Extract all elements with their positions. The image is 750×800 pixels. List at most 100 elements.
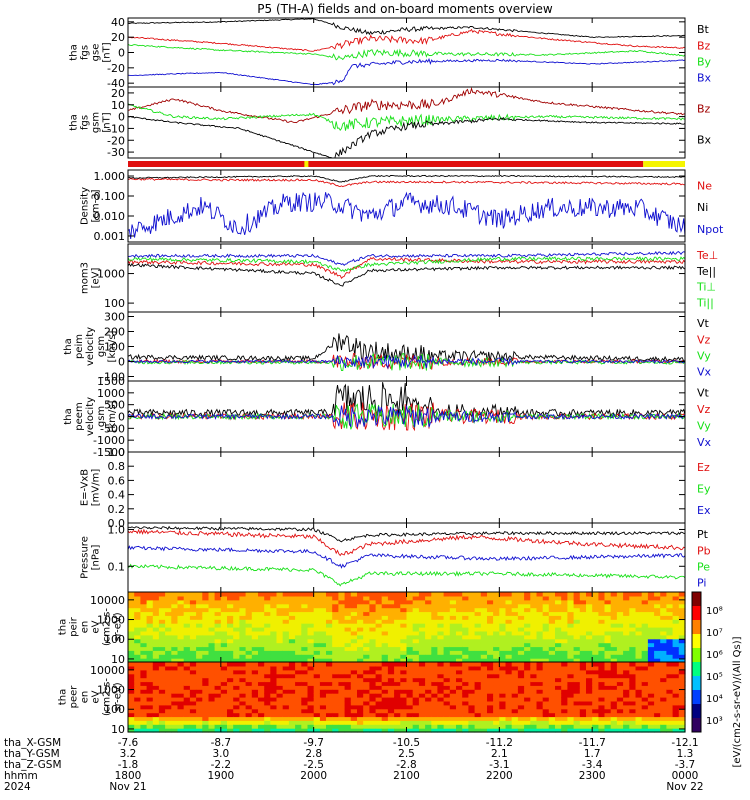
series-by xyxy=(127,103,686,132)
panel-peim-velocity: 300 200 100 0 -100 thapeimvelocitygsm[km/s] Vt… xyxy=(63,311,712,384)
y-axis-label: Density[cm-3] xyxy=(80,187,102,225)
legend-entry: Bx xyxy=(697,71,712,84)
legend-entry: Ti⊥ xyxy=(696,281,716,294)
series-bz xyxy=(127,28,686,52)
series-by xyxy=(127,43,686,61)
y-tick-label: 0.6 xyxy=(108,474,126,487)
y-tick-label: -40 xyxy=(107,77,125,90)
legend-entry: Vx xyxy=(697,365,712,378)
y-tick-label: 0.2 xyxy=(108,503,126,516)
panel-peer-spectrogram: 10000 1000 100 10 thapeereneV(cm2-s-sr-eV) xyxy=(58,661,686,736)
series-npot xyxy=(127,191,686,239)
x-axis-row-label: hhmm xyxy=(4,770,38,782)
legend-entry: Pt xyxy=(697,528,709,541)
y-tick-label: 1.0 xyxy=(108,523,126,536)
y-tick-label: -10 xyxy=(107,122,125,135)
series-tepar xyxy=(127,262,686,287)
legend-entry: Pi xyxy=(697,576,706,589)
colorbar-tick-label: 10⁵ xyxy=(706,672,723,683)
y-tick-label: -30 xyxy=(107,146,125,159)
y-axis-label: Pressure[nPa] xyxy=(80,536,102,579)
y-tick-label: 1000 xyxy=(97,268,125,281)
legend-entry: Ez xyxy=(697,461,710,474)
x-tick-label: -11.7 xyxy=(579,737,606,749)
x-tick-label: 2.5 xyxy=(398,748,415,760)
y-axis-label: thafgsgse[nT] xyxy=(69,42,113,62)
series-pi xyxy=(127,545,686,569)
legend-entry: Pb xyxy=(697,544,711,557)
x-tick-label: -10.5 xyxy=(393,737,420,749)
x-tick-label: 1.7 xyxy=(584,748,601,760)
y-tick-label: 10 xyxy=(111,653,125,666)
x-axis-row-label: 2024 xyxy=(4,781,31,793)
y-tick-label: 10000 xyxy=(90,594,125,607)
legend-entry: Vy xyxy=(697,349,711,362)
x-tick-label: 3.2 xyxy=(120,748,137,760)
series-vz xyxy=(127,402,686,432)
y-tick-label: 0.0 xyxy=(108,517,126,530)
y-tick-label: 40 xyxy=(111,16,125,29)
y-tick-label: 1.000 xyxy=(94,170,126,183)
colorbar: 10⁸ 10⁷ 10⁶ 10⁵ 10⁴ 10³ [eV/(cm2-s-sr-eV)/(All… xyxy=(691,591,743,768)
series-bz xyxy=(128,87,686,124)
panel-fgs-gse: 40 20 0 -20 -40 thafgsgse[nT] Bt Bz By Bx xyxy=(69,16,712,90)
y-tick-label: 300 xyxy=(104,311,125,324)
y-tick-label: 0.1 xyxy=(108,560,126,573)
series-ne xyxy=(127,177,686,188)
panel-frame xyxy=(127,451,686,524)
x-tick-label: -2.2 xyxy=(211,759,232,771)
series-tipar xyxy=(127,250,686,266)
legend-entry: Ey xyxy=(697,483,711,496)
y-axis-label: thapeereneV(cm2-s-sr-eV) xyxy=(58,678,124,716)
x-tick-label: -11.2 xyxy=(486,737,513,749)
panel-pressure: 1.0 0.1 Pressure[nPa] Pt Pb Pe Pi xyxy=(80,522,711,593)
colorbar-tick-label: 10⁶ xyxy=(706,650,723,661)
x-tick-label: 2.8 xyxy=(305,748,322,760)
x-tick-label: 0000 xyxy=(672,770,699,782)
x-tick-label: 1900 xyxy=(207,770,234,782)
legend-entry: Te|| xyxy=(696,265,716,278)
x-tick-label: -9.7 xyxy=(303,737,324,749)
panels: 40200-20-40thafgsgse[nT]BtBzByBx20100-10… xyxy=(58,16,724,736)
y-tick-label: -1500 xyxy=(93,446,125,459)
x-tick-label: 2200 xyxy=(486,770,513,782)
x-tick-label: Nov 21 xyxy=(109,781,146,793)
y-tick-label: -1000 xyxy=(93,434,125,447)
y-tick-label: 100 xyxy=(104,341,125,354)
legend-entry: Bz xyxy=(697,103,711,116)
legend-entry: Npot xyxy=(697,223,724,236)
y-tick-label: -20 xyxy=(107,62,125,75)
y-axis-label: thapeemvelocitygsm[km/s] xyxy=(63,397,118,436)
y-tick-label: 0.100 xyxy=(94,190,126,203)
state-bar-segment xyxy=(304,161,309,167)
figure-title: P5 (TH-A) fields and on-board moments ov… xyxy=(257,2,553,16)
legend-entry: Bt xyxy=(697,23,710,36)
legend-entry: Vz xyxy=(697,403,711,416)
y-tick-label: 1000 xyxy=(97,387,125,400)
series-pe xyxy=(127,563,686,587)
x-axis-row-label: tha_Y-GSM xyxy=(4,748,60,760)
y-tick-label: 10 xyxy=(111,99,125,112)
y-tick-label: 0.4 xyxy=(108,489,126,502)
y-tick-label: 0 xyxy=(118,411,125,424)
series-bx xyxy=(127,57,686,86)
series-ni xyxy=(127,174,686,183)
spectrogram-cells xyxy=(128,592,686,663)
legend-entry: Ni xyxy=(697,201,708,214)
y-tick-label: 100 xyxy=(104,703,125,716)
y-tick-label: 10 xyxy=(111,723,125,736)
y-tick-label: 100 xyxy=(104,633,125,646)
panel-electric-field: 1.00.80.6 0.40.20.0 E=-VxB[mV/m] Ez Ey Ex xyxy=(80,446,711,530)
y-tick-label: 1.0 xyxy=(108,446,126,459)
series-vx xyxy=(127,354,686,370)
y-tick-label: 20 xyxy=(111,31,125,44)
series-pt xyxy=(128,525,686,543)
legend-entry: Pe xyxy=(697,560,710,573)
y-tick-label: 0 xyxy=(118,47,125,60)
x-tick-label: -1.8 xyxy=(118,759,139,771)
x-tick-label: -3.4 xyxy=(582,759,603,771)
y-axis-label: thapeireneV(cm2-s-sr-eV) xyxy=(58,608,124,646)
legend-entry: Ti|| xyxy=(696,297,714,310)
